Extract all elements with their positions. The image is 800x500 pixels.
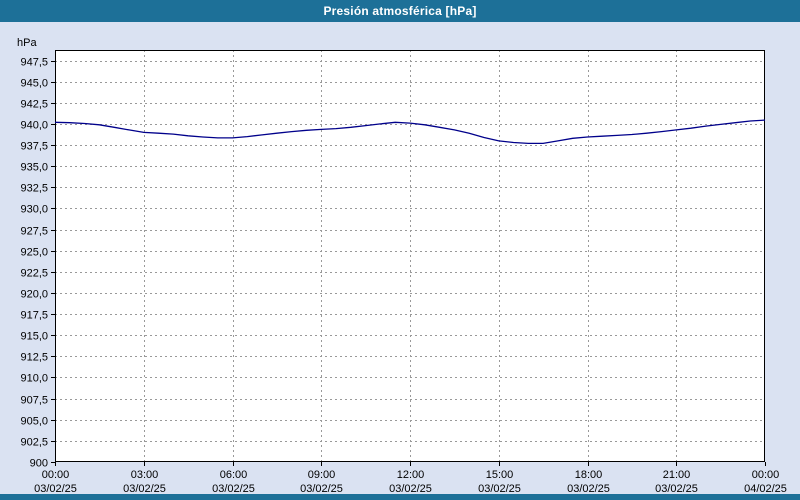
- y-tick-label: 907,5: [20, 395, 48, 407]
- x-tick-time-label: 00:00: [42, 469, 70, 481]
- y-tick-label: 932,5: [20, 183, 48, 195]
- y-tick-label: 925,0: [20, 247, 48, 259]
- y-tick-label: 940,0: [20, 120, 48, 132]
- y-tick-label: 927,5: [20, 226, 48, 238]
- y-tick-label: 947,5: [20, 57, 48, 69]
- y-tick-label: 920,0: [20, 289, 48, 301]
- y-tick-label: 937,5: [20, 141, 48, 153]
- x-tick-date-label: 04/02/25: [744, 483, 787, 494]
- x-tick-time-label: 09:00: [308, 469, 336, 481]
- x-tick-date-label: 03/02/25: [34, 483, 77, 494]
- x-tick-time-label: 12:00: [397, 469, 425, 481]
- x-tick-date-label: 03/02/25: [567, 483, 610, 494]
- x-tick-time-label: 21:00: [663, 469, 691, 481]
- y-tick-label: 902,5: [20, 437, 48, 449]
- y-axis-unit-label: hPa: [17, 37, 37, 49]
- pressure-series-line: [54, 119, 766, 145]
- y-tick-label: 930,0: [20, 204, 48, 216]
- x-tick-date-label: 03/02/25: [123, 483, 166, 494]
- y-tick-label: 942,5: [20, 99, 48, 111]
- y-tick-label: 935,0: [20, 162, 48, 174]
- y-tick-label: 915,0: [20, 331, 48, 343]
- x-tick-date-label: 03/02/25: [212, 483, 255, 494]
- x-tick-time-label: 18:00: [575, 469, 603, 481]
- x-tick-time-label: 00:00: [752, 469, 780, 481]
- x-tick-date-label: 03/02/25: [655, 483, 698, 494]
- y-tick-label: 945,0: [20, 78, 48, 90]
- chart-title-bar: Presión atmosférica [hPa]: [0, 0, 800, 22]
- y-tick-label: 917,5: [20, 310, 48, 322]
- pressure-line-chart: 947,5 945,0 942,5 940,0 937,5 935,0 932,5 930,0…: [17, 37, 787, 494]
- y-tick-label: 922,5: [20, 268, 48, 280]
- x-tick-date-label: 03/02/25: [389, 483, 432, 494]
- bottom-bar: [0, 494, 800, 500]
- x-tick-date-label: 03/02/25: [478, 483, 521, 494]
- chart-area: 947,5 945,0 942,5 940,0 937,5 935,0 932,5 930,0…: [0, 22, 800, 494]
- chart-title: Presión atmosférica [hPa]: [323, 4, 477, 18]
- y-tick-label: 910,0: [20, 373, 48, 385]
- y-tick-label: 900: [30, 458, 48, 470]
- x-tick-date-label: 03/02/25: [300, 483, 343, 494]
- y-tick-label: 905,0: [20, 416, 48, 428]
- x-tick-time-label: 06:00: [220, 469, 248, 481]
- x-tick-time-label: 15:00: [486, 469, 514, 481]
- y-tick-label: 912,5: [20, 352, 48, 364]
- x-tick-time-label: 03:00: [131, 469, 159, 481]
